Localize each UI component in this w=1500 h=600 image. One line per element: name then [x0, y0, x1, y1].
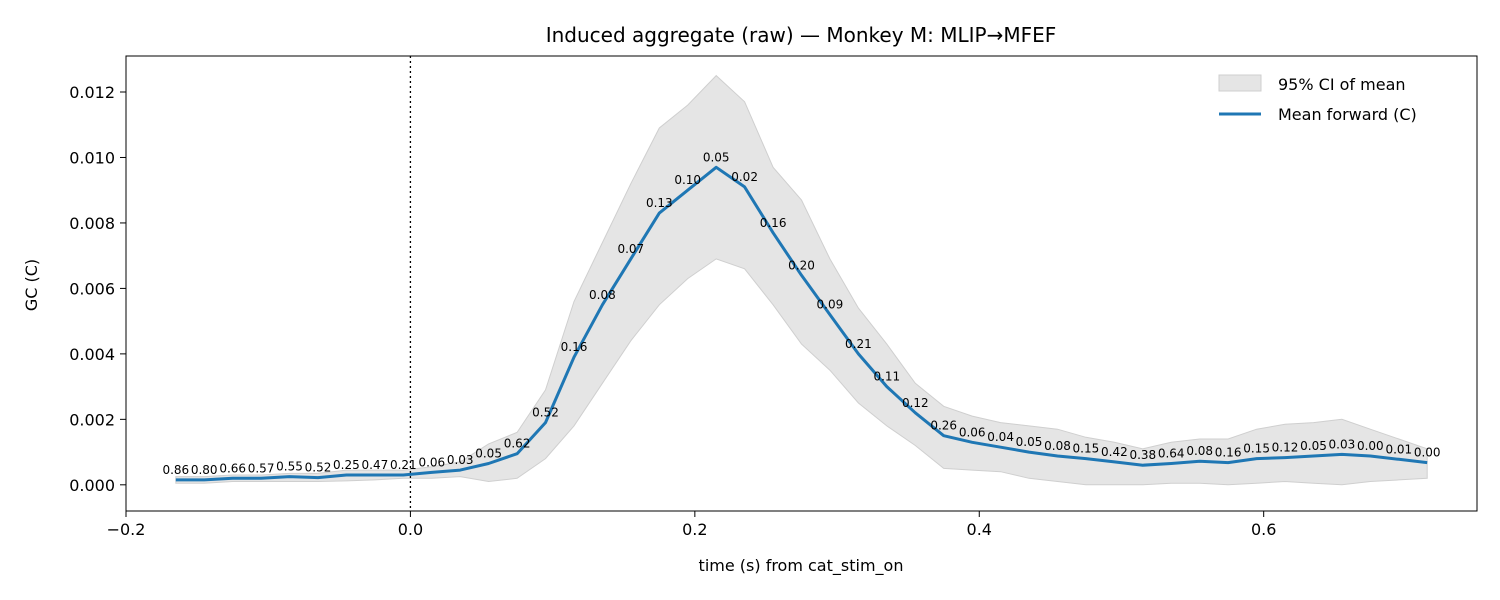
point-label: 0.86	[162, 463, 189, 477]
point-label: 0.26	[930, 419, 957, 433]
y-tick-label: 0.008	[69, 214, 115, 233]
point-label: 0.13	[646, 196, 673, 210]
point-label: 0.00	[1414, 446, 1441, 460]
point-label: 0.04	[987, 430, 1014, 444]
point-label: 0.12	[902, 396, 929, 410]
point-label: 0.08	[1044, 439, 1071, 453]
x-tick-label: 0.6	[1251, 520, 1276, 539]
point-label: 0.16	[760, 216, 787, 230]
point-label: 0.03	[1329, 437, 1356, 451]
point-labels: 0.86 0.80 0.66 0.57 0.55 0.52 0.25 0.47 0.21 0.06…	[162, 150, 1440, 477]
legend-label-ci: 95% CI of mean	[1278, 75, 1406, 94]
point-label: 0.52	[305, 461, 332, 475]
point-label: 0.06	[959, 425, 986, 439]
legend: 95% CI of mean Mean forward (C)	[1218, 74, 1417, 124]
point-label: 0.11	[873, 370, 900, 384]
y-tick-label: 0.004	[69, 345, 115, 364]
point-label: 0.16	[561, 340, 588, 354]
plot-area: 0.86 0.80 0.66 0.57 0.55 0.52 0.25 0.47 0.21 0.06…	[125, 55, 1478, 512]
y-axis-label: GC (C)	[22, 259, 41, 311]
point-label: 0.12	[1272, 441, 1299, 455]
point-label: 0.47	[362, 458, 389, 472]
series-line-mean-forward	[175, 165, 1428, 482]
point-label: 0.21	[390, 458, 417, 472]
x-tick-label: 0.2	[682, 520, 707, 539]
point-label: 0.20	[788, 258, 815, 272]
point-label: 0.05	[475, 447, 502, 461]
point-label: 0.02	[731, 170, 758, 184]
point-label: 0.15	[1243, 442, 1270, 456]
point-label: 0.62	[504, 437, 531, 451]
point-label: 0.55	[276, 460, 303, 474]
point-label: 0.64	[1158, 447, 1185, 461]
point-label: 0.09	[817, 298, 844, 312]
y-tick-label: 0.006	[69, 279, 115, 298]
point-label: 0.00	[1357, 439, 1384, 453]
point-label: 0.52	[532, 406, 559, 420]
point-label: 0.07	[617, 242, 644, 256]
x-tick-label: 0.0	[398, 520, 423, 539]
y-tick-label: 0.002	[69, 410, 115, 429]
x-tick-label: −0.2	[107, 520, 146, 539]
point-label: 0.57	[248, 461, 275, 475]
point-label: 0.16	[1215, 446, 1242, 460]
point-label: 0.03	[447, 453, 474, 467]
point-label: 0.01	[1385, 442, 1412, 456]
legend-label-mean: Mean forward (C)	[1278, 105, 1417, 124]
point-label: 0.05	[1300, 439, 1327, 453]
point-label: 0.05	[1016, 435, 1043, 449]
plot-frame	[125, 55, 1478, 512]
point-label: 0.10	[674, 173, 701, 187]
point-label: 0.08	[589, 288, 616, 302]
x-tick-label: 0.4	[967, 520, 992, 539]
chart-title: Induced aggregate (raw) — Monkey M: MLIP…	[546, 23, 1057, 47]
point-label: 0.08	[1186, 444, 1213, 458]
y-tick-label: 0.012	[69, 83, 115, 102]
ci-band	[175, 74, 1428, 486]
point-label: 0.05	[703, 150, 730, 164]
point-label: 0.42	[1101, 445, 1128, 459]
y-tick-label: 0.010	[69, 148, 115, 167]
point-label: 0.80	[191, 463, 218, 477]
x-axis-label: time (s) from cat_stim_on	[699, 556, 904, 576]
point-label: 0.15	[1073, 442, 1100, 456]
point-label: 0.38	[1129, 448, 1156, 462]
y-axis: 0.000 0.002 0.004 0.006 0.008 0.010 0.012	[69, 83, 126, 495]
y-tick-label: 0.000	[69, 476, 115, 495]
point-label: 0.25	[333, 458, 360, 472]
point-label: 0.66	[219, 461, 246, 475]
x-axis: −0.2 0.0 0.2 0.4 0.6	[107, 511, 1276, 539]
legend-swatch-ci	[1218, 74, 1262, 92]
point-label: 0.21	[845, 337, 872, 351]
point-label: 0.06	[418, 455, 445, 469]
